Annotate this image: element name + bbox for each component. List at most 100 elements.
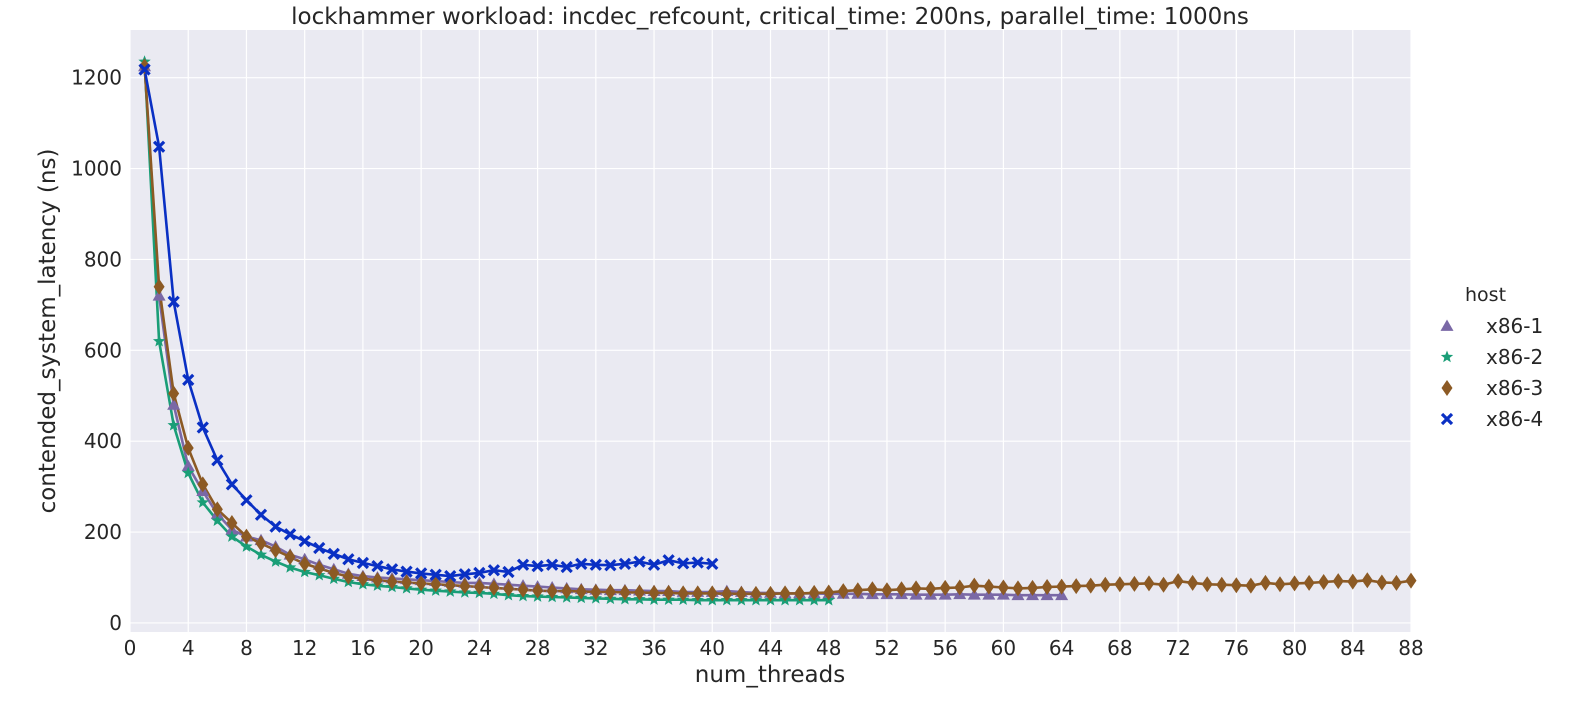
data-point: [327, 547, 340, 560]
data-point: [1114, 576, 1126, 593]
data-point: [1085, 577, 1097, 594]
data-point: [430, 576, 442, 593]
x-tick-label: 44: [758, 636, 783, 660]
data-point: [1390, 574, 1402, 591]
data-point: [561, 583, 573, 600]
data-point: [1128, 575, 1140, 592]
legend-label: x86-3: [1486, 376, 1543, 400]
x-tick-label: 76: [1224, 636, 1249, 660]
data-point: [1187, 574, 1199, 591]
x-tick-label: 12: [292, 636, 317, 660]
y-axis-label: contended_system_latency (ns): [35, 149, 61, 514]
data-point: [211, 501, 223, 518]
data-point: [1405, 572, 1417, 589]
x-tick-label: 28: [525, 636, 550, 660]
data-point: [1216, 576, 1228, 593]
series-markers: [138, 55, 1417, 606]
x-axis-label: num_threads: [695, 662, 845, 688]
data-point: [415, 567, 428, 580]
x-tick-label: 48: [816, 636, 841, 660]
data-point: [429, 568, 442, 581]
data-point: [662, 554, 675, 567]
data-point: [342, 568, 354, 585]
data-point: [852, 582, 864, 599]
legend-marker: [1441, 380, 1453, 396]
x-tick-label: 20: [408, 636, 433, 660]
data-point: [983, 578, 995, 595]
data-point: [691, 556, 704, 569]
x-tick-label: 40: [700, 636, 725, 660]
data-point: [502, 565, 515, 579]
data-point: [881, 582, 893, 599]
data-point: [328, 564, 340, 581]
x-tick-label: 68: [1107, 636, 1132, 660]
data-point: [473, 566, 486, 580]
data-point: [182, 439, 194, 456]
data-point: [1245, 577, 1257, 594]
data-point: [356, 556, 370, 570]
data-point: [152, 289, 166, 301]
data-point: [1012, 580, 1024, 597]
legend: host x86-1 x86-2 x86-3 x86-4: [1440, 284, 1543, 431]
legend-marker: [1440, 319, 1454, 331]
data-point: [663, 584, 675, 601]
data-point: [444, 569, 457, 583]
data-point: [677, 585, 689, 602]
data-point: [618, 557, 632, 570]
data-point: [954, 579, 966, 596]
data-point: [765, 585, 776, 602]
data-point: [459, 578, 471, 595]
data-point: [779, 585, 791, 602]
data-point: [167, 418, 180, 431]
data-point: [1172, 573, 1184, 590]
data-point: [488, 579, 500, 596]
data-point: [575, 583, 587, 600]
data-point: [750, 585, 762, 602]
data-point: [153, 278, 165, 295]
data-point: [925, 580, 937, 597]
data-point: [677, 557, 690, 570]
y-tick-label: 0: [109, 611, 122, 635]
data-point: [808, 584, 820, 601]
legend-item-x86-1: x86-1: [1440, 314, 1543, 338]
data-point: [532, 582, 544, 599]
data-point: [283, 528, 297, 541]
data-point: [401, 574, 413, 591]
data-point: [1303, 574, 1315, 591]
data-point: [371, 559, 384, 573]
data-point: [968, 577, 980, 594]
data-point: [502, 580, 514, 597]
legend-title: host: [1465, 284, 1506, 306]
data-point: [647, 558, 661, 571]
x-tick-label: 52: [874, 636, 899, 660]
data-point: [182, 373, 195, 386]
y-tick-labels: 0 200 400 600 800 1000 1200: [71, 66, 122, 635]
legend-item-x86-4: x86-4: [1440, 407, 1543, 431]
series-line-x86-1: [143, 66, 1062, 597]
data-point: [997, 579, 1009, 596]
data-point: [1376, 574, 1388, 591]
data-point: [1201, 576, 1213, 593]
data-point: [371, 572, 383, 589]
data-point: [1056, 578, 1068, 595]
data-point: [254, 548, 268, 561]
data-point: [211, 454, 224, 467]
data-point: [167, 295, 180, 308]
x-tick-label: 24: [467, 636, 492, 660]
x-tick-label: 80: [1282, 636, 1307, 660]
data-point: [1318, 574, 1330, 591]
data-point: [181, 459, 195, 472]
data-point: [386, 573, 398, 590]
data-point: [138, 63, 151, 76]
series-line-x86-3: [143, 66, 1412, 596]
y-tick-label: 400: [84, 429, 122, 453]
data-point: [1070, 578, 1082, 595]
data-point: [531, 559, 544, 573]
data-point: [633, 584, 645, 601]
y-tick-label: 200: [84, 520, 122, 544]
data-point: [167, 398, 181, 410]
data-point: [619, 584, 631, 601]
data-point: [225, 478, 239, 491]
data-point: [560, 560, 573, 574]
